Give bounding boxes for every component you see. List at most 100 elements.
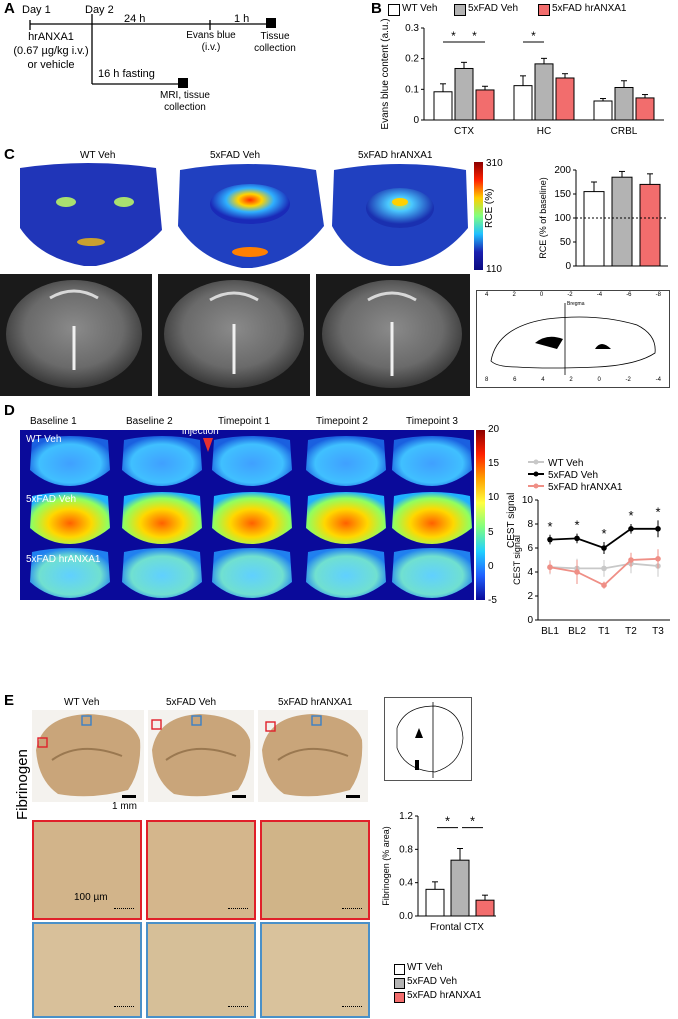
significance-star: * [470,814,475,829]
legend-label: 5xFAD Veh [548,470,598,481]
cest-cbar-tick: 0 [488,560,494,572]
fibrinogen-bar-chart: 0.0 0.4 0.8 1.2 Fibrinogen (% area) Frontal C… [381,811,496,933]
atlas-top-tick: -6 [626,292,632,298]
legend-label-wt: WT Veh [402,3,438,14]
scale-bar [114,908,134,911]
drug-line1: hrANXA1 [28,31,74,43]
legend-swatch-wt [388,4,400,16]
y-axis-label: RCE (% of baseline) [538,177,548,259]
panel-b-legend: WT Veh 5xFAD Veh 5xFAD hrANXA1 [388,3,678,17]
cest-col-t2: Timepoint 2 [316,416,368,427]
bar [583,191,605,267]
fibrinogen-side-label: Fibrinogen [14,749,31,820]
panel-label-e: E [4,692,15,709]
timeline-tissue: Tissue collection [252,31,298,55]
ihc-whole-fad [148,710,254,802]
y-tick-label: 50 [560,237,572,248]
ihc-blue-tile-wt [32,922,142,1018]
injection-label: injection [182,426,219,437]
atlas-bregma-label: Bregma [567,301,585,307]
timeline-fasting: 16 h fasting [98,68,155,80]
cest-cbar-tick: 5 [488,526,494,538]
rce-colorbar-label: RCE (%) [484,188,495,228]
cest-row-anx [30,548,472,598]
bar [555,77,575,121]
mri-line2: collection [164,102,206,113]
significance-star: * [445,814,450,829]
rce-brain-anx [332,164,468,266]
tissue-line1: Tissue [260,31,290,42]
legend-label: 5xFAD hrANXA1 [548,482,623,493]
legend-e-swatch-anx [394,992,405,1003]
ihc-red-tile-anx [260,820,370,920]
scale-bar [228,908,248,911]
x-tick-label: T3 [652,626,664,637]
y-tick-label: 0.8 [399,844,413,855]
data-point [574,569,580,575]
ihc-title-anx: 5xFAD hrANXA1 [278,697,353,708]
mri-title-fad: 5xFAD Veh [210,150,261,161]
cest-row-label-wt: WT Veh [26,434,62,445]
cest-row-label-fad: 5xFAD Veh [26,494,77,505]
x-tick-label: BL2 [568,626,586,637]
anatomical-mri [0,274,470,396]
atlas-bottom-tick: 8 [485,377,489,383]
ihc-atlas-drawing [396,702,464,778]
mri-title-wt: WT Veh [80,150,116,161]
significance-star: * [628,508,633,523]
legend-e-label-fad: 5xFAD Veh [407,976,458,987]
y-tick-label: 0 [527,615,533,626]
significance-star: * [472,29,477,43]
data-point [601,582,607,588]
tissue-line2: collection [254,43,296,54]
injection-arrow-icon [203,438,213,452]
rce-colorbar-min: 110 [486,264,502,275]
bar [450,859,470,917]
atlas-bottom-tick: -4 [655,377,661,383]
timeline-day2: Day 2 [85,4,114,16]
y-tick-label: 8 [527,519,533,530]
significance-star: * [601,526,606,541]
y-tick-label: 0.4 [399,878,413,889]
cest-cbar-tick: 20 [488,424,500,435]
y-axis-label: Evans blue content (a.u.) [380,18,391,129]
y-tick-label: 4 [527,567,533,578]
cest-cbar-tick: -5 [488,594,497,606]
mri-gray-fad [158,274,310,396]
cest-row-label-anx: 5xFAD hrANXA1 [26,554,101,565]
legend-e-swatch-wt [394,964,405,975]
atlas-schematic: 4 2 0 -2 -4 -6 -8 8 6 4 2 0 -2 -4 Bregma [476,290,670,388]
y-tick-label: 0 [413,115,419,126]
atlas-top-tick: -2 [567,292,573,298]
x-axis-label: Frontal CTX [430,922,484,933]
data-point [655,556,661,562]
timeline-day1: Day 1 [22,4,51,16]
bar [614,86,634,121]
ihc-title-fad: 5xFAD Veh [166,697,217,708]
y-tick-label: 0.3 [405,23,419,34]
legend-marker [533,459,539,465]
ihc-whole-wt [32,710,144,802]
mri-line1: MRI, tissue [159,90,210,101]
bar [611,176,633,267]
atlas-top-ticks: 4 2 0 -2 -4 -6 -8 [485,292,661,298]
atlas-bottom-tick: 6 [513,377,517,383]
cest-col-t1: Timepoint 1 [218,416,270,427]
cest-cbar-tick: 10 [488,492,500,504]
x-tick-label: HC [537,126,551,137]
ihc-whole-sections [32,710,368,802]
panel-e-legend: WT Veh 5xFAD Veh 5xFAD hrANXA1 [394,962,514,1012]
cest-row-wt [30,436,472,486]
y-tick-label: 6 [527,543,533,554]
y-tick-label: 0.2 [405,54,419,65]
cest-colorbar [476,430,485,600]
evans-line1: Evans blue [186,30,236,41]
x-tick-label: T2 [625,626,637,637]
scale-bar [114,1006,134,1009]
timeline-lines [29,14,276,88]
data-point [628,526,634,532]
bar [639,183,661,267]
legend-label-fad: 5xFAD Veh [468,3,519,14]
bar [635,97,655,121]
